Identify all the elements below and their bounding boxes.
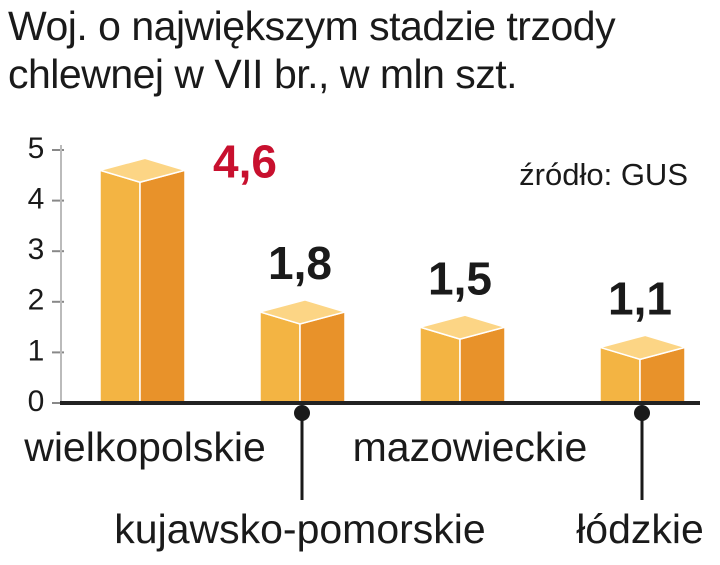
bar-left-face [99,169,141,404]
bar-right-face [299,310,346,404]
x-tick-label: kujawsko-pomorskie [114,506,485,552]
bar-top-face [257,299,348,325]
y-tick-label: 2 [28,284,45,317]
y-tick-label: 5 [28,132,45,165]
y-tick-label: 4 [28,183,45,216]
value-label: 1,1 [608,272,672,324]
x-tick-label: łódzkie [576,506,704,552]
leader-dot [294,405,310,421]
value-label: 1,5 [428,252,492,304]
bar-left-face [259,310,301,404]
source-note: źródło: GUS [519,157,688,192]
y-tick-label: 1 [28,334,45,367]
value-label: 1,8 [268,237,332,289]
value-label: 4,6 [213,135,277,187]
y-tick-label: 3 [28,233,45,266]
bar-top-face [417,314,508,340]
x-tick-label: mazowieckie [353,424,588,470]
x-tick-label: wielkopolskie [23,424,266,470]
bar-right-face [459,326,506,404]
bar-top-face [97,157,188,184]
leader-dot [634,405,650,421]
y-tick-label: 0 [28,385,45,418]
chart-title: Woj. o największym stadzie trzody chlewn… [8,3,616,97]
bar-top-face [597,334,688,361]
bar-left-face [419,326,461,404]
bar-right-face [139,169,186,404]
